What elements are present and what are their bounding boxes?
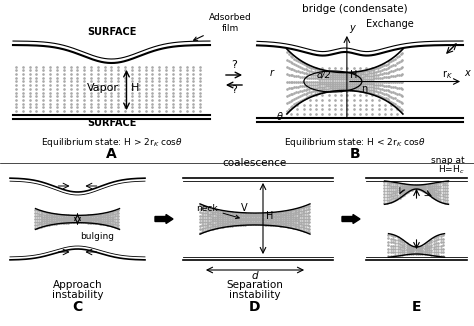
Text: E: E <box>412 300 421 314</box>
Text: ?: ? <box>231 85 237 95</box>
Text: V: V <box>241 203 247 213</box>
Text: SURFACE: SURFACE <box>87 118 136 128</box>
Text: ?: ? <box>231 60 237 70</box>
Text: neck: neck <box>196 204 239 219</box>
Text: D: D <box>249 300 261 314</box>
Text: SURFACE: SURFACE <box>87 27 136 37</box>
Text: r: r <box>270 67 274 78</box>
Text: d/2: d/2 <box>317 70 331 80</box>
FancyArrow shape <box>342 215 360 224</box>
Text: x: x <box>464 68 470 79</box>
Text: instability: instability <box>52 290 103 300</box>
Text: bridge (condensate): bridge (condensate) <box>302 4 408 14</box>
Text: Equilibrium state: H < 2r$_K$ cos$\theta$: Equilibrium state: H < 2r$_K$ cos$\theta… <box>284 136 426 149</box>
Text: d: d <box>252 271 258 281</box>
Text: $\theta$: $\theta$ <box>276 110 284 122</box>
Text: instability: instability <box>229 290 281 300</box>
Text: C: C <box>73 300 82 314</box>
Text: H: H <box>350 69 357 80</box>
Text: bulging: bulging <box>81 232 115 241</box>
Text: H: H <box>266 211 273 221</box>
Text: Approach: Approach <box>53 280 102 290</box>
Text: coalescence: coalescence <box>223 158 287 168</box>
Text: Vapor: Vapor <box>86 83 118 93</box>
Text: r$_K$: r$_K$ <box>442 68 453 81</box>
Text: Separation: Separation <box>227 280 283 290</box>
Text: n: n <box>361 83 367 94</box>
Text: A: A <box>106 147 117 161</box>
Text: H: H <box>130 83 139 93</box>
Text: Equilibrium state: H > 2r$_K$ cos$\theta$: Equilibrium state: H > 2r$_K$ cos$\theta… <box>41 136 182 149</box>
Text: H=H$_c$: H=H$_c$ <box>438 163 465 175</box>
Text: y: y <box>349 23 355 33</box>
Text: Exchange: Exchange <box>366 19 414 29</box>
Text: Adsorbed
film: Adsorbed film <box>194 13 251 40</box>
FancyArrow shape <box>155 215 173 224</box>
Text: snap at: snap at <box>431 156 465 165</box>
Text: B: B <box>350 147 360 161</box>
